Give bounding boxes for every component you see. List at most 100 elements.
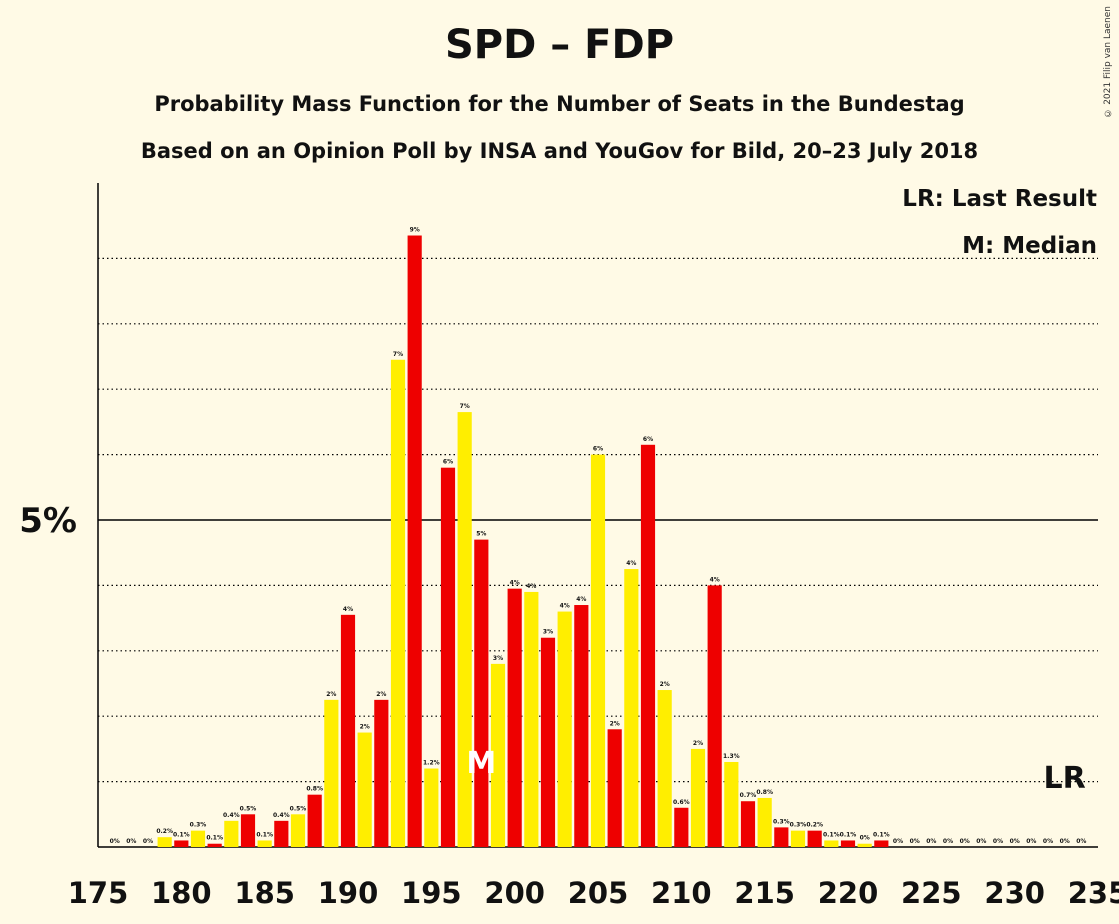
bar (740, 801, 756, 847)
bar (174, 840, 189, 847)
bar-value-label: 0% (1076, 838, 1086, 845)
bar (240, 814, 256, 847)
bar (474, 539, 489, 847)
bar (390, 359, 406, 847)
bar (707, 585, 722, 847)
x-tick-label: 205 (568, 876, 629, 910)
bar (507, 588, 522, 847)
bar-value-label: 0.4% (273, 812, 290, 819)
bar-value-label: 0.1% (173, 831, 190, 838)
bar-value-label: 4% (510, 580, 520, 587)
bar-value-label: 0% (1026, 838, 1036, 845)
bar-value-label: 0.1% (873, 831, 890, 838)
bar (607, 729, 622, 847)
bar (574, 605, 589, 847)
bar-value-label: 0.5% (240, 805, 257, 812)
bar (340, 614, 356, 847)
x-tick-label: 185 (234, 876, 295, 910)
bar-value-label: 2% (660, 681, 670, 688)
bar-value-label: 0% (893, 838, 903, 845)
chart-title: SPD – FDP (444, 22, 675, 68)
x-tick-label: 210 (651, 876, 712, 910)
bar-value-label: 4% (343, 606, 353, 613)
bar (690, 748, 706, 847)
bar-value-label: 2% (693, 740, 703, 747)
bar (424, 768, 439, 847)
bar-value-label: 4% (710, 576, 720, 583)
bar-value-label: 0% (1060, 838, 1070, 845)
x-tick-label: 225 (901, 876, 962, 910)
bar-value-label: 0.6% (673, 799, 690, 806)
bar (490, 663, 506, 847)
bar-value-label: 0% (926, 838, 936, 845)
bar-value-label: 1.2% (423, 760, 440, 767)
bar (874, 840, 889, 847)
bar-value-label: 2% (326, 691, 336, 698)
bar-value-label: 0.1% (823, 831, 840, 838)
bar (374, 699, 389, 847)
bar (407, 235, 422, 847)
bar-value-label: 0.7% (740, 792, 757, 799)
bar (290, 814, 306, 847)
bar (824, 840, 839, 847)
bar (857, 843, 872, 847)
bar-value-label: 4% (526, 583, 536, 590)
bar-value-label: 0.3% (773, 818, 790, 825)
chart-subtitle-1: Probability Mass Function for the Number… (154, 92, 965, 116)
bar-value-label: 0.3% (790, 822, 807, 829)
x-tick-label: 190 (318, 876, 379, 910)
bar-value-label: 0% (960, 838, 970, 845)
x-tick-label: 215 (734, 876, 795, 910)
bar-value-label: 0.1% (840, 831, 857, 838)
bar-value-label: 0% (1043, 838, 1053, 845)
bar-value-label: 0% (910, 838, 920, 845)
bar (624, 569, 639, 847)
y-tick-label: 5% (19, 501, 77, 541)
bar (590, 454, 606, 847)
x-tick-label: 195 (401, 876, 462, 910)
bar-value-label: 0.1% (256, 831, 273, 838)
legend-median: M: Median (962, 233, 1097, 259)
legend-last-result: LR: Last Result (902, 186, 1097, 212)
x-tick-label: 200 (484, 876, 545, 910)
bar-value-label: 0% (1010, 838, 1020, 845)
bar (157, 837, 172, 847)
bar-value-label: 2% (376, 691, 386, 698)
bar (357, 732, 372, 847)
bar-value-label: 0.1% (206, 835, 223, 842)
bar (557, 611, 572, 847)
bar-value-label: 0.4% (223, 812, 240, 819)
x-tick-label: 235 (1068, 876, 1119, 910)
x-tick-label: 175 (68, 876, 129, 910)
last-result-marker: LR (1044, 761, 1086, 796)
bar-value-label: 6% (593, 446, 603, 453)
bar-value-label: 1.3% (723, 753, 740, 760)
bar-value-label: 9% (410, 227, 420, 234)
bar-value-label: 5% (476, 531, 486, 538)
bar (274, 820, 289, 847)
bar (440, 467, 456, 847)
bar (457, 412, 472, 847)
bar (790, 830, 806, 847)
bar (307, 794, 322, 847)
bar (840, 840, 856, 847)
bar-value-label: 0% (860, 835, 870, 842)
bar (540, 637, 556, 847)
bar (190, 830, 206, 847)
bar-value-label: 3% (493, 655, 503, 662)
bar (724, 761, 739, 847)
bar (807, 830, 822, 847)
bar-value-label: 0% (143, 838, 153, 845)
bar-value-label: 6% (643, 436, 653, 443)
bar-value-label: 4% (560, 603, 570, 610)
bar-value-label: 0.5% (290, 805, 307, 812)
bar (224, 820, 239, 847)
x-tick-label: 220 (818, 876, 879, 910)
bar (324, 699, 339, 847)
bar-value-label: 2% (610, 720, 620, 727)
bar (657, 690, 672, 847)
bar-value-label: 4% (576, 596, 586, 603)
bar-value-label: 7% (393, 351, 403, 358)
bar-value-label: 0.8% (756, 789, 773, 796)
bar (257, 840, 272, 847)
